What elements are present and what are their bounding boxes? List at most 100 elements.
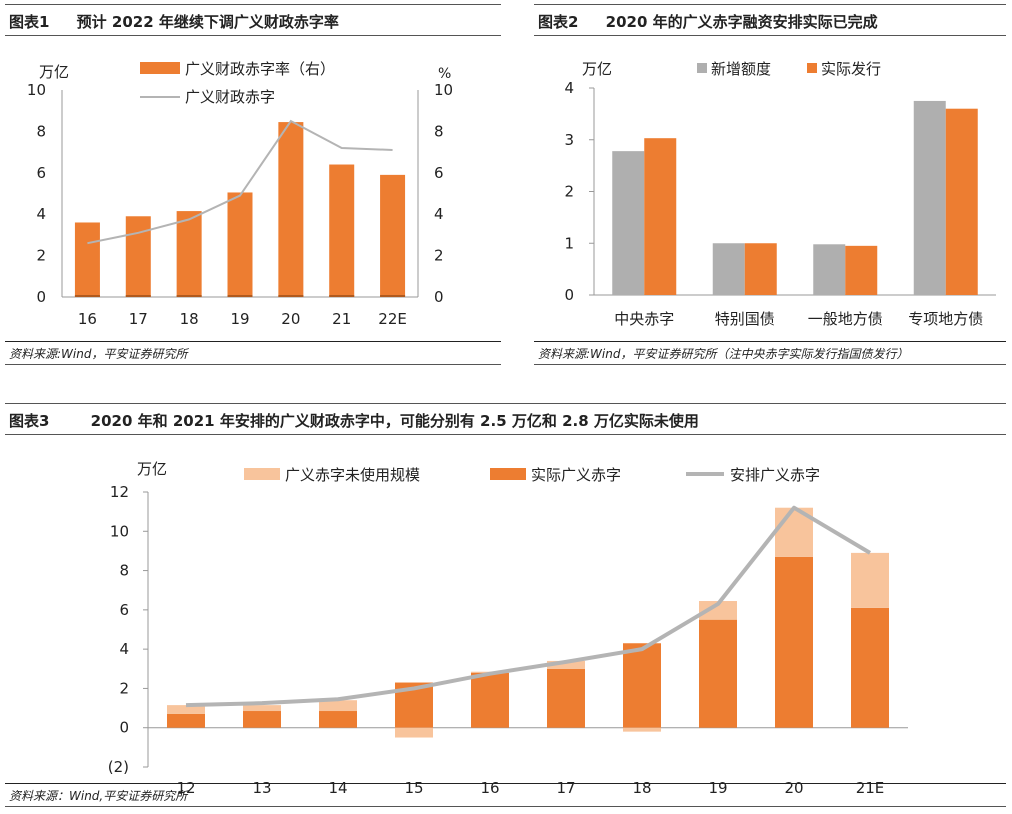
panel3-bar-actual [699, 619, 737, 728]
panel3-x-tick-label: 14 [328, 779, 347, 797]
panel2-top-rule [534, 4, 1006, 5]
panel2-source-rule [534, 341, 1006, 342]
panel3-bar-unused [699, 601, 737, 620]
panel3-bar-actual [775, 556, 813, 728]
panel3-x-tick-label: 16 [480, 779, 499, 797]
panel2-bottom-rule [534, 364, 1006, 365]
panel2-chart: 0 1 2 3 4 万亿 中央赤字 特别国债 一般地方债 专项地方债 新增额度 实际发行 [564, 60, 996, 328]
panel1-bar-base [176, 295, 202, 297]
panel2-bar-quota [712, 243, 745, 295]
panel3-title-number: 图表3 [9, 412, 50, 430]
panel3-legend-swatch-actual [490, 468, 526, 480]
panel3-y-tick-label: 2 [119, 679, 129, 697]
panel3-y-tick-label: 8 [119, 562, 129, 580]
panel3-legend-label-unused: 广义赤字未使用规模 [285, 466, 420, 484]
panel2-x-tick-label: 特别国债 [715, 310, 775, 328]
panel1-title-rule [5, 35, 501, 36]
panel3-title: 图表3 2020 年和 2021 年安排的广义财政赤字中，可能分别有 2.5 万… [9, 410, 699, 431]
panel1-x-tick-label: 16 [78, 310, 97, 328]
panel1-title: 图表1 预计 2022 年继续下调广义财政赤字率 [9, 11, 339, 32]
panel2-y-tick-label: 1 [564, 234, 574, 252]
panel3-bar-unused [547, 660, 585, 669]
panel1-bar [176, 211, 202, 297]
panel3-bar-actual [623, 643, 661, 728]
panel1-legend-line-label: 广义财政赤字 [185, 88, 275, 106]
panel2-title: 图表2 2020 年的广义赤字融资安排实际已完成 [538, 11, 878, 32]
panel1-bottom-rule [5, 364, 501, 365]
panel1-chart: 万亿 % 0 2 4 6 8 10 0 2 4 6 8 10 16 17 18 19 20 21 22E 广义财… [27, 60, 453, 328]
panel3-legend-swatch-unused [244, 468, 280, 480]
panel1-left-axis-unit: 万亿 [39, 63, 69, 81]
panel1-x-tick-label: 17 [129, 310, 148, 328]
panel2-y-tick-label: 3 [564, 131, 574, 149]
panel2-title-text: 2020 年的广义赤字融资安排实际已完成 [605, 13, 878, 31]
panel3-bar-unused [851, 552, 889, 608]
panel1-legend: 广义财政赤字率（右） 广义财政赤字 [140, 60, 335, 106]
panel3-bar-unused [623, 727, 661, 732]
panel3-x-tick-label: 18 [632, 779, 651, 797]
panel2-legend: 新增额度 实际发行 [697, 60, 881, 78]
panel1-right-tick-label: 0 [434, 288, 444, 306]
panel3-planned-line [185, 505, 872, 708]
panel1-right-tick-label: 6 [434, 164, 444, 182]
panel1-left-tick-label: 10 [27, 81, 46, 99]
panel1-title-number: 图表1 [9, 13, 50, 31]
panel1-x-tick-label: 22E [378, 310, 407, 328]
panel1-top-rule [5, 4, 501, 5]
panel3-y-tick-label: 0 [119, 719, 129, 737]
panel3-legend-label-actual: 实际广义赤字 [531, 466, 621, 484]
panel2-y-tick-label: 2 [564, 183, 574, 201]
panel2-bar-issued [744, 243, 777, 295]
panel1-legend-bar-label: 广义财政赤字率（右） [185, 60, 335, 78]
panel3-x-tick-label: 15 [404, 779, 423, 797]
panel1-bar-base [74, 295, 100, 297]
panel1-left-tick-label: 6 [36, 164, 46, 182]
panel3-bar-actual [243, 711, 281, 728]
panel2-bar-quota [913, 100, 946, 295]
panel3-bottom-rule [5, 806, 1006, 807]
panel1-bar-base [227, 295, 253, 297]
panel1-bar [329, 164, 355, 297]
panel1-right-tick-label: 2 [434, 247, 444, 265]
panel1-bar [278, 122, 304, 298]
panel3-axis-unit: 万亿 [137, 460, 167, 478]
panel1-bar [380, 174, 406, 297]
panel2-x-tick-label: 中央赤字 [614, 310, 674, 328]
panel3-bar-actual [851, 607, 889, 728]
panel3-bar-actual [547, 668, 585, 728]
panel3-top-rule [5, 403, 1006, 404]
panel3-source-rule [5, 783, 1006, 784]
panel1-left-tick-label: 0 [36, 288, 46, 306]
panel3-title-text: 2020 年和 2021 年安排的广义财政赤字中，可能分别有 2.5 万亿和 2… [90, 412, 699, 430]
panel2-legend-swatch-quota [697, 63, 707, 73]
panel2-y-tick-label: 4 [564, 79, 574, 97]
panel3-title-rule [5, 434, 1006, 435]
panel3-bar-actual [167, 713, 205, 728]
panel3-x-tick-label: 17 [556, 779, 575, 797]
panel3-legend: 广义赤字未使用规模 实际广义赤字 安排广义赤字 [244, 466, 820, 484]
panel3-bar-actual [319, 711, 357, 728]
panel3-x-tick-label: 13 [252, 779, 271, 797]
panel1-bar [227, 192, 253, 297]
panel1-bar [74, 222, 100, 297]
panel2-title-rule [534, 35, 1006, 36]
panel1-bar-base [380, 295, 406, 297]
panel1-right-tick-label: 8 [434, 122, 444, 140]
panel1-left-tick-label: 2 [36, 247, 46, 265]
panel2-bar-issued [845, 245, 878, 295]
panel2-bar-issued [644, 138, 677, 295]
panel1-bar [125, 216, 151, 297]
panel3-x-tick-label: 19 [708, 779, 727, 797]
panel3-source: 资料来源：Wind,平安证券研究所 [9, 789, 188, 803]
panel1-left-tick-label: 8 [36, 122, 46, 140]
panel1-x-tick-label: 21 [332, 310, 351, 328]
panel1-bar-base [329, 295, 355, 297]
panel1-bar-base [278, 295, 304, 297]
panel2-bar-quota [813, 244, 846, 295]
panel2-bar-quota [612, 151, 645, 295]
panel1-legend-bar-swatch [140, 62, 180, 74]
panel2-source: 资料来源:Wind，平安证券研究所（注中央赤字实际发行指国债发行） [538, 347, 909, 361]
panel2-legend-label-quota: 新增额度 [711, 60, 771, 78]
panel1-right-tick-label: 10 [434, 81, 453, 99]
